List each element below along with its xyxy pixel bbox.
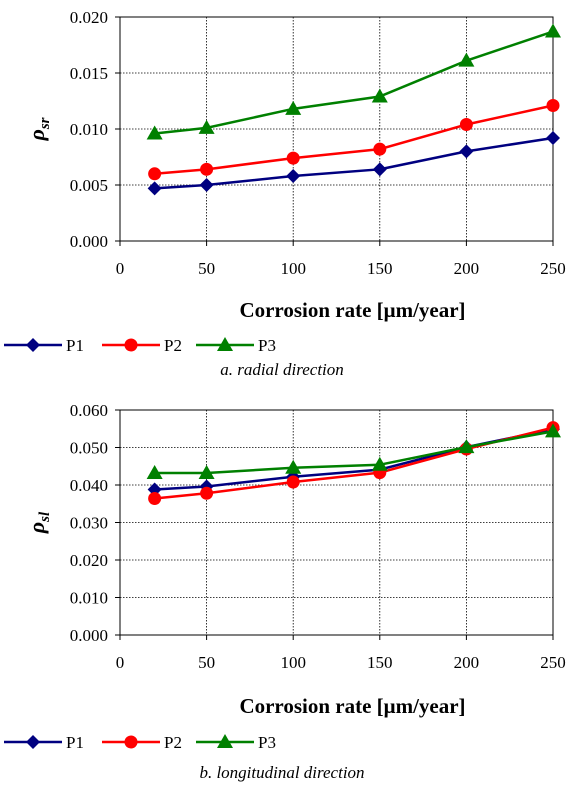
y-axis-subscript: sl [37, 511, 53, 523]
data-point [148, 492, 162, 505]
data-point [372, 162, 387, 177]
y-tick-label: 0.060 [70, 401, 108, 420]
legend-label: P3 [258, 336, 276, 355]
series-line [154, 136, 554, 190]
data-point [198, 465, 215, 479]
series-p2 [148, 98, 560, 181]
x-tick-label: 100 [280, 653, 306, 672]
legend-marker [217, 734, 233, 748]
data-point [147, 482, 162, 497]
x-axis-label: Corrosion rate [μm/year] [239, 298, 465, 322]
y-tick-label: 0.020 [70, 8, 108, 27]
y-tick-label: 0.000 [70, 232, 108, 251]
data-point [545, 423, 561, 438]
y-tick-label: 0.000 [70, 626, 108, 645]
data-point [371, 88, 388, 103]
legend-label: P2 [164, 336, 182, 355]
data-point [458, 439, 475, 454]
legend-label: P1 [66, 733, 84, 752]
x-tick-label: 250 [540, 653, 566, 672]
legend-label: P3 [258, 733, 276, 752]
y-tick-label: 0.010 [70, 120, 108, 139]
x-tick-label: 200 [454, 259, 480, 278]
data-point [285, 459, 302, 474]
data-point [146, 125, 163, 140]
data-point [546, 98, 560, 112]
data-point [458, 52, 475, 67]
x-tick-label: 150 [367, 653, 393, 672]
legend-marker [124, 338, 138, 352]
data-point [371, 456, 388, 471]
y-axis-label: ρsr [24, 117, 53, 141]
x-tick-label: 0 [116, 259, 125, 278]
y-tick-label: 0.030 [70, 514, 108, 533]
data-point [286, 151, 300, 165]
x-tick-label: 100 [280, 259, 306, 278]
chart-2: 0.000 0.010 0.020 0.030 0.040 0.050 0.060 0 50 10… [4, 401, 566, 782]
y-tick-label: 0.040 [70, 476, 108, 495]
data-point [545, 23, 561, 38]
series-line [154, 104, 554, 176]
x-axis-label: Corrosion rate [μm/year] [239, 694, 465, 718]
chart-1: 0.000 0.005 0.010 0.015 0.020 0 50 100 150 200 250… [4, 8, 566, 379]
y-axis-symbol: ρ [24, 522, 49, 534]
x-tick-label: 50 [198, 259, 215, 278]
y-tick-label: 0.010 [70, 589, 108, 608]
y-axis-symbol: ρ [24, 129, 49, 141]
data-point [459, 118, 473, 132]
series-line [154, 430, 554, 475]
legend-label: P1 [66, 336, 84, 355]
data-point [200, 162, 214, 176]
data-point [199, 178, 214, 192]
chart-caption: a. radial direction [220, 360, 344, 379]
legend-marker [124, 735, 138, 749]
legend-marker [217, 337, 233, 351]
data-point [198, 119, 215, 134]
data-point [285, 100, 302, 115]
data-point [546, 130, 560, 145]
y-axis-subscript: sr [37, 117, 53, 130]
data-point [147, 181, 162, 196]
y-tick-label: 0.015 [70, 64, 108, 83]
y-tick-label: 0.005 [70, 176, 108, 195]
x-tick-label: 50 [198, 653, 215, 672]
chart-caption: b. longitudinal direction [199, 763, 364, 782]
y-axis-label: ρsl [24, 511, 53, 534]
x-tick-label: 250 [540, 259, 566, 278]
legend-marker [26, 338, 40, 352]
legend: P1 P2 P3 [4, 336, 276, 355]
data-point [373, 142, 387, 156]
data-point [286, 169, 301, 184]
data-point [200, 486, 214, 500]
x-tick-label: 150 [367, 259, 393, 278]
data-point [148, 167, 162, 181]
data-point [286, 475, 300, 489]
data-point [459, 144, 474, 159]
series-p3 [146, 423, 561, 479]
x-tick-label: 200 [454, 653, 480, 672]
legend-marker [26, 735, 40, 749]
series-p1 [147, 130, 560, 196]
data-point [146, 465, 163, 479]
series-p3 [146, 23, 561, 140]
x-tick-label: 0 [116, 653, 125, 672]
legend: P1 P2 P3 [4, 733, 276, 752]
y-tick-label: 0.050 [70, 439, 108, 458]
y-tick-label: 0.020 [70, 551, 108, 570]
series-line [154, 30, 554, 135]
legend-label: P2 [164, 733, 182, 752]
